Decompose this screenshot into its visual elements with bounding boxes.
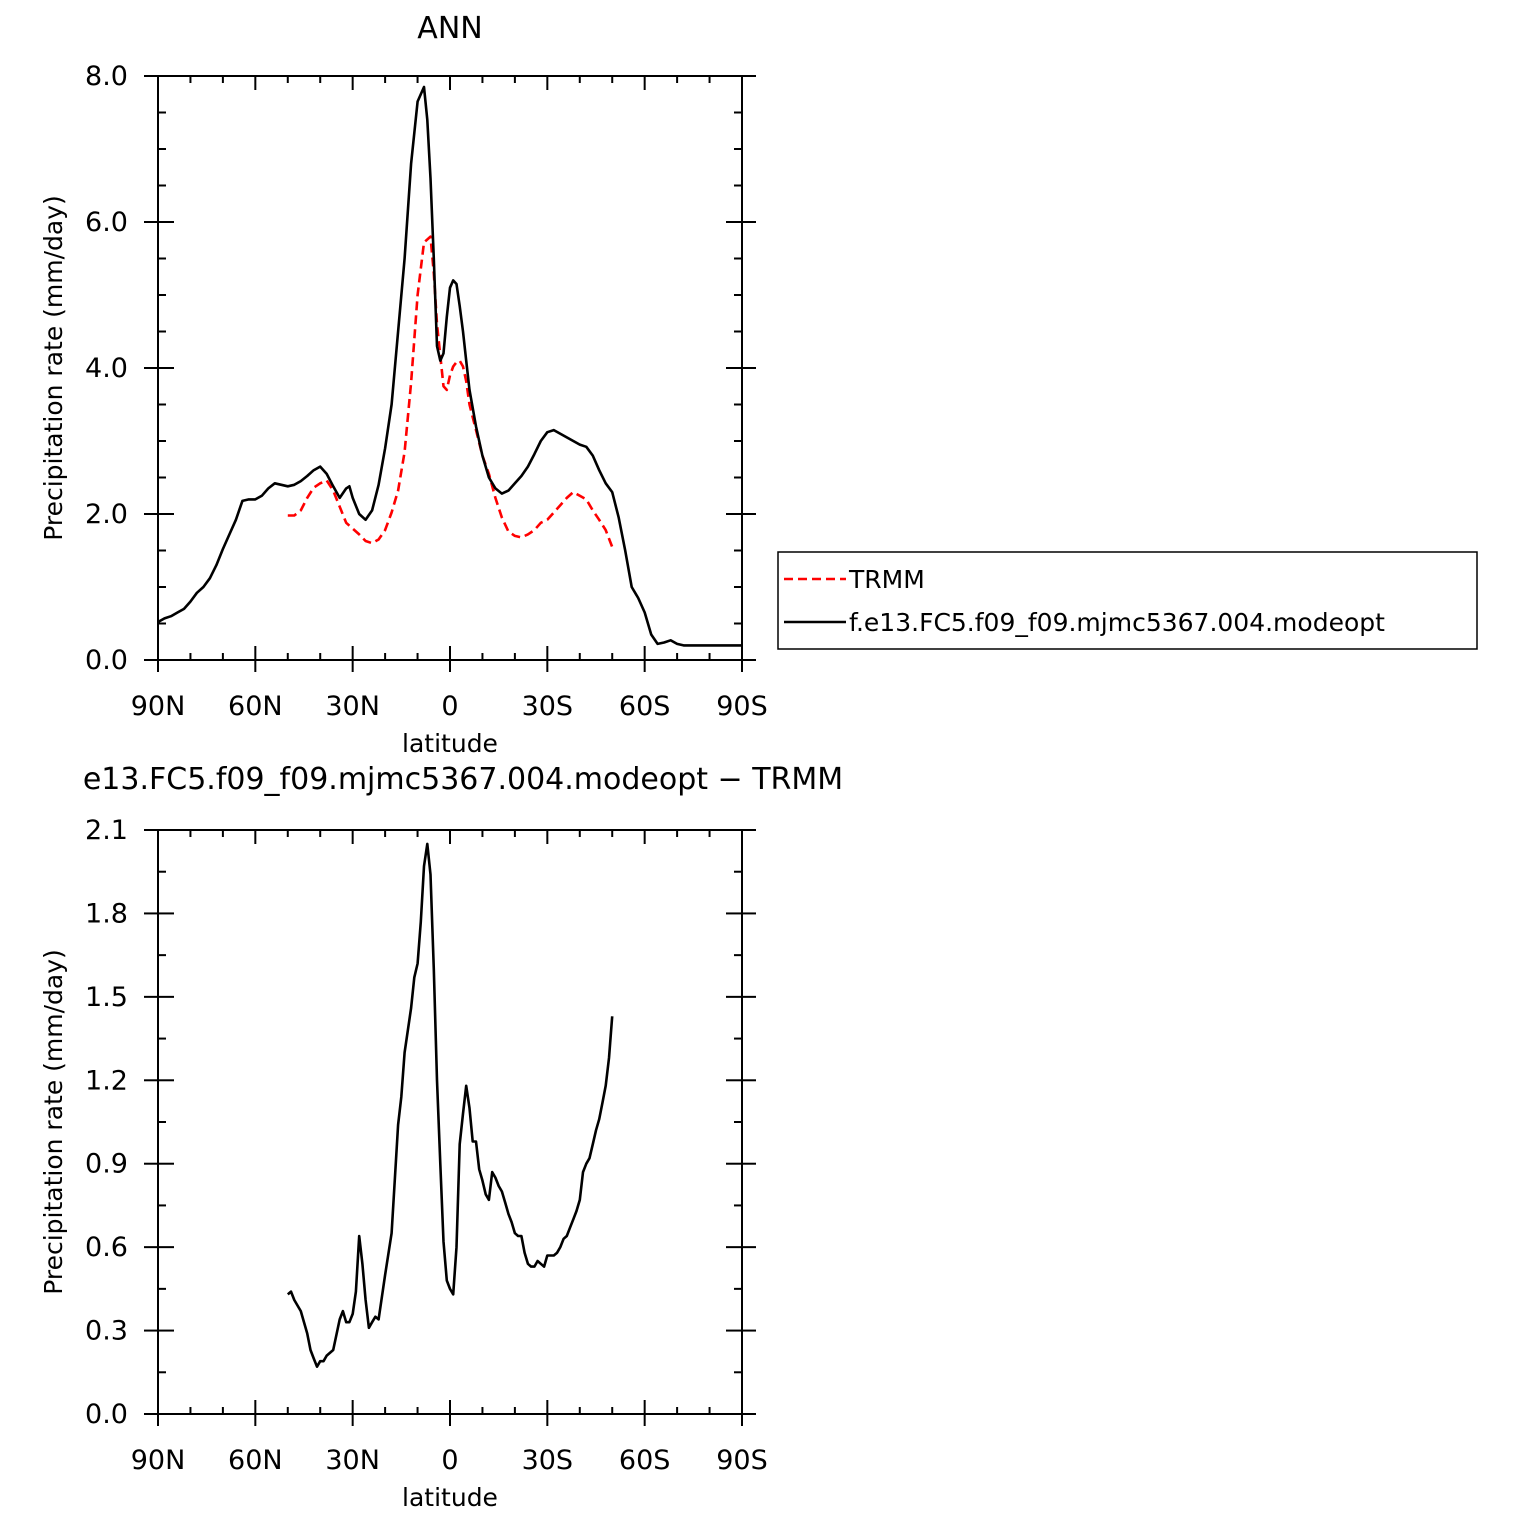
bottom-y-tick-label: 0.9 bbox=[85, 1149, 128, 1180]
bottom-y-tick-label: 0.3 bbox=[85, 1316, 128, 1347]
bottom-x-axis-title: latitude bbox=[402, 1483, 498, 1512]
top-plot-title: ANN bbox=[417, 11, 482, 46]
bottom-panel: e13.FC5.f09_f09.mjmc5367.004.modeopt − T… bbox=[39, 762, 843, 1512]
legend: TRMM f.e13.FC5.f09_f09.mjmc5367.004.mode… bbox=[777, 551, 1478, 650]
bottom-x-tick-label: 30S bbox=[522, 1445, 574, 1476]
top-y-tick-label: 4.0 bbox=[85, 353, 128, 384]
top-axes: 90N 60N 30N 0 30S 60S 90S 0.0 2.0 4.0 6.0 8.0 bbox=[85, 61, 768, 722]
bottom-y-tick-label: 2.1 bbox=[85, 815, 128, 846]
bottom-y-tick-label: 1.2 bbox=[85, 1065, 128, 1096]
top-x-tick-label: 30N bbox=[325, 691, 380, 722]
bottom-y-tick-label: 1.5 bbox=[85, 982, 128, 1013]
top-x-tick-label: 60N bbox=[228, 691, 283, 722]
bottom-series-group bbox=[286, 842, 614, 1368]
bottom-y-tick-label: 0.0 bbox=[85, 1399, 128, 1430]
bottom-x-tick-label: 0 bbox=[441, 1445, 458, 1476]
bottom-axes: 90N 60N 30N 0 30S 60S 90S 0.0 0.3 0.6 0.9 1.2 1.5 1.8… bbox=[85, 815, 768, 1476]
top-x-tick-label: 90N bbox=[131, 691, 186, 722]
top-panel: ANN 90N 60N 30N 0 30S 60S 90S 0.0 2.0 4.0 6.0 8.0 P… bbox=[39, 11, 768, 758]
top-series-group bbox=[157, 85, 742, 647]
top-x-tick-label: 60S bbox=[619, 691, 671, 722]
bottom-x-tick-label: 60S bbox=[619, 1445, 671, 1476]
bottom-x-tick-label: 60N bbox=[228, 1445, 283, 1476]
legend-label-model: f.e13.FC5.f09_f09.mjmc5367.004.modeopt bbox=[849, 608, 1385, 637]
top-series-line-1 bbox=[157, 85, 742, 647]
bottom-x-tick-label: 30N bbox=[325, 1445, 380, 1476]
top-y-tick-label: 2.0 bbox=[85, 499, 128, 530]
bottom-plot-title: e13.FC5.f09_f09.mjmc5367.004.modeopt − T… bbox=[83, 762, 843, 797]
bottom-series-line-0 bbox=[286, 842, 614, 1368]
bottom-y-tick-label: 1.8 bbox=[85, 898, 128, 929]
top-x-tick-label: 30S bbox=[522, 691, 574, 722]
top-plot-frame bbox=[157, 75, 743, 661]
top-y-tick-label: 0.0 bbox=[85, 645, 128, 676]
bottom-plot-frame bbox=[157, 829, 743, 1415]
top-x-tick-label: 90S bbox=[716, 691, 768, 722]
bottom-x-tick-label: 90S bbox=[716, 1445, 768, 1476]
top-y-axis-title: Precipitation rate (mm/day) bbox=[39, 195, 68, 541]
top-y-tick-label: 6.0 bbox=[85, 207, 128, 238]
legend-box bbox=[777, 551, 1478, 650]
legend-label-trmm: TRMM bbox=[848, 565, 925, 594]
top-series-line-0 bbox=[287, 235, 614, 548]
top-y-tick-label: 8.0 bbox=[85, 61, 128, 92]
top-x-axis-title: latitude bbox=[402, 729, 498, 758]
bottom-x-tick-label: 90N bbox=[131, 1445, 186, 1476]
bottom-y-tick-label: 0.6 bbox=[85, 1232, 128, 1263]
top-x-tick-label: 0 bbox=[441, 691, 458, 722]
bottom-y-axis-title: Precipitation rate (mm/day) bbox=[39, 949, 68, 1295]
